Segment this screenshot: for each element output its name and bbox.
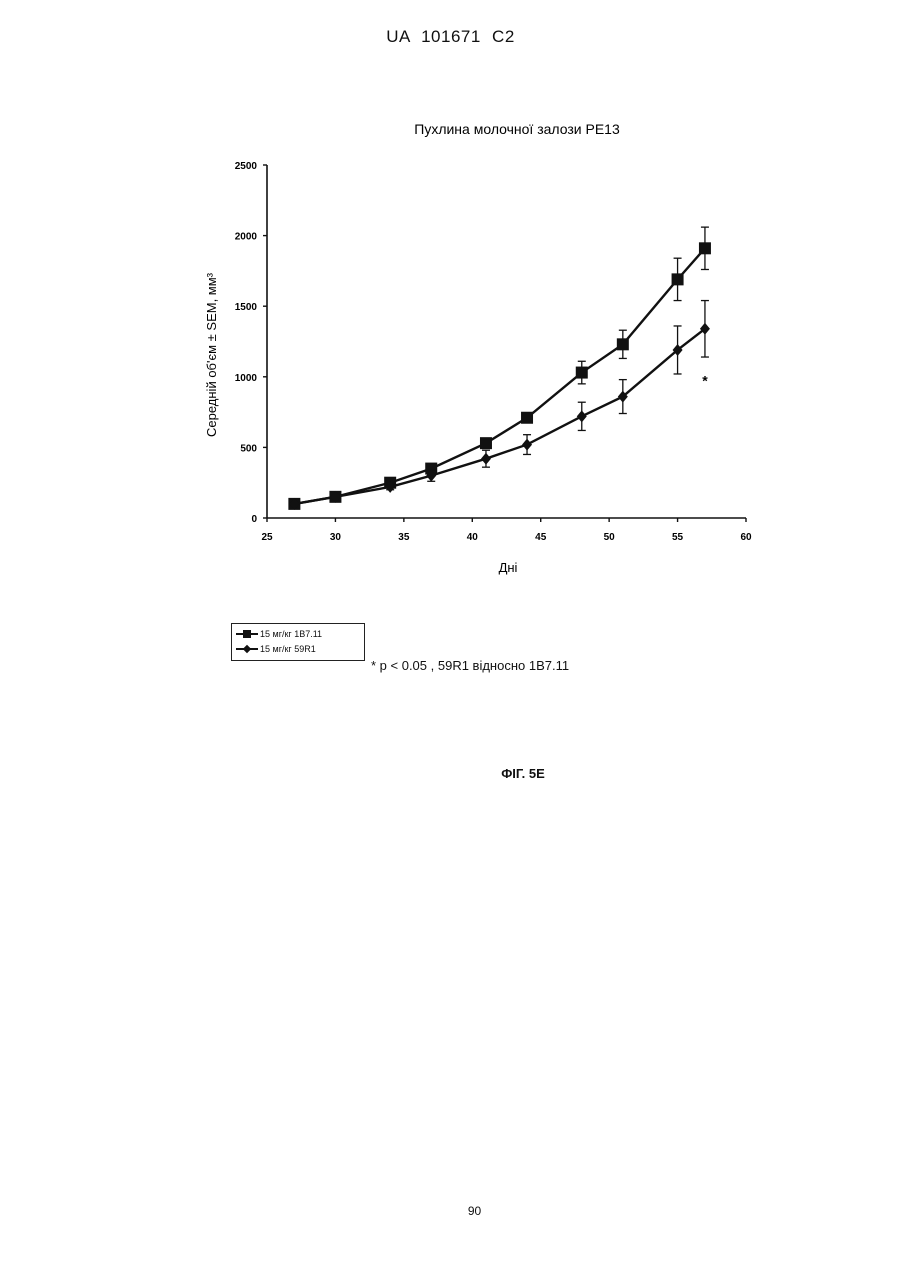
x-tick-label: 50 xyxy=(604,532,616,543)
chart-title: Пухлина молочної залози PE13 xyxy=(414,121,620,137)
x-tick-label: 35 xyxy=(398,532,410,543)
data-point-diamond xyxy=(522,439,532,451)
series-line-0 xyxy=(294,248,705,504)
figure-label: ФІГ. 5E xyxy=(0,766,901,781)
data-point-diamond xyxy=(481,453,491,465)
legend-square-marker xyxy=(236,627,258,641)
data-point-square xyxy=(521,412,533,424)
y-tick-label: 1500 xyxy=(235,302,258,313)
y-tick-label: 1000 xyxy=(235,373,258,384)
legend-item-59r1: 15 мг/кг 59R1 xyxy=(236,642,316,656)
x-axis-label: Дні xyxy=(499,560,518,575)
data-point-square xyxy=(480,437,492,449)
y-axis-label: Середній об'єм ± SEM, мм³ xyxy=(204,272,219,437)
y-tick-label: 0 xyxy=(251,514,257,525)
y-tick-label: 500 xyxy=(240,443,257,454)
x-tick-label: 30 xyxy=(330,532,342,543)
series-line-1 xyxy=(294,329,705,504)
data-point-diamond xyxy=(577,410,587,422)
chart-legend: 15 мг/кг 1B7.11 15 мг/кг 59R1 xyxy=(231,623,365,661)
significance-footnote: * p < 0.05 , 59R1 відносно 1B7.11 xyxy=(371,658,569,673)
data-point-square xyxy=(699,242,711,254)
data-point-square xyxy=(576,367,588,379)
x-tick-label: 45 xyxy=(535,532,547,543)
tumor-volume-chart: Пухлина молочної залози PE13 0 500 1000 150… xyxy=(0,0,901,620)
page-number: 90 xyxy=(0,1204,901,1218)
x-tick-label: 55 xyxy=(672,532,684,543)
data-point-square xyxy=(617,338,629,350)
x-tick-label: 60 xyxy=(740,532,752,543)
y-tick-label: 2000 xyxy=(235,232,258,243)
legend-label: 15 мг/кг 1B7.11 xyxy=(260,629,322,639)
x-tick-label: 40 xyxy=(467,532,479,543)
chart-marks: * xyxy=(288,227,711,510)
legend-label: 15 мг/кг 59R1 xyxy=(260,644,316,654)
legend-item-1b7-11: 15 мг/кг 1B7.11 xyxy=(236,627,322,641)
x-tick-label: 25 xyxy=(261,532,273,543)
data-point-square xyxy=(672,273,684,285)
significance-asterisk: * xyxy=(702,373,708,389)
legend-diamond-marker xyxy=(236,642,258,656)
y-tick-label: 2500 xyxy=(235,161,258,172)
